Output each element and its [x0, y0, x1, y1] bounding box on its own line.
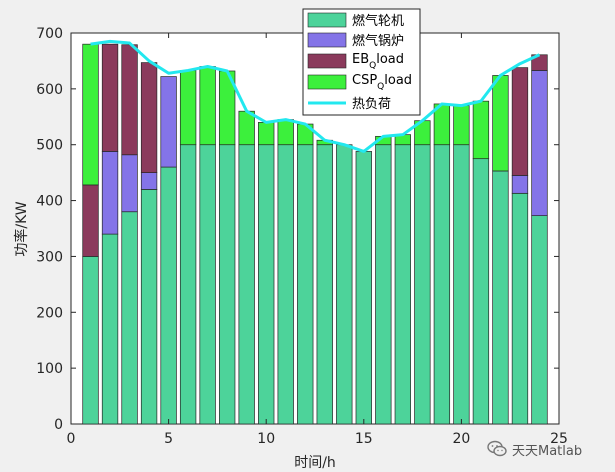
- bar-series0-hour-21: [472, 158, 490, 425]
- bar-series0-hour-10: [258, 144, 275, 425]
- bar-series2-hour-4: [140, 62, 158, 173]
- legend-swatch-eb: [307, 53, 347, 69]
- x-tick-label-10: 10: [257, 431, 275, 447]
- bar-series0-hour-18: [414, 144, 431, 425]
- bar-series0-hour-19: [433, 144, 451, 425]
- bar-series3-hour-21: [472, 100, 490, 160]
- legend-label-csp-main: CSP: [352, 73, 377, 88]
- bar-series3-hour-20: [453, 105, 470, 146]
- bar-series1-hour-2: [101, 151, 119, 235]
- bar-series1-hour-3: [121, 154, 138, 213]
- bar-series2-hour-2: [101, 43, 119, 152]
- bar-series0-hour-2: [101, 233, 119, 425]
- bar-series0-hour-16: [375, 144, 392, 425]
- bar-series0-hour-5: [160, 166, 177, 425]
- y-tick-label-300: 300: [36, 249, 63, 265]
- bar-series0-hour-15: [355, 151, 372, 425]
- legend-label-eb-sub: Q: [369, 61, 376, 71]
- legend-label-csp-sub: Q: [377, 82, 384, 92]
- y-tick-label-600: 600: [36, 82, 63, 98]
- bar-series0-hour-8: [219, 144, 236, 425]
- bar-series1-hour-24: [531, 70, 548, 217]
- bar-series1-hour-5: [160, 76, 177, 168]
- bar-series0-hour-20: [453, 144, 470, 425]
- bar-series2-hour-3: [121, 44, 138, 156]
- heat-load-line: [90, 39, 541, 153]
- bar-series3-hour-6: [179, 70, 197, 146]
- legend-label-csp: CSPQload: [352, 73, 412, 92]
- x-tick-label-25: 25: [550, 431, 568, 447]
- legend-label-eb-suffix: load: [376, 52, 404, 67]
- bar-series0-hour-12: [297, 144, 314, 425]
- bar-series3-hour-1: [82, 43, 99, 186]
- legend-label-gas-boiler: 燃气锅炉: [352, 33, 404, 49]
- bar-series3-hour-11: [277, 119, 294, 146]
- x-tick-label-0: 0: [67, 431, 76, 447]
- bar-series0-hour-13: [316, 144, 333, 425]
- x-tick-label-20: 20: [452, 431, 470, 447]
- legend-label-eb-main: EB: [352, 52, 369, 67]
- y-tick-label-100: 100: [36, 361, 63, 377]
- watermark-text: 天天Matlab: [512, 443, 583, 459]
- bar-series0-hour-7: [199, 144, 216, 425]
- bar-series0-hour-17: [394, 144, 411, 425]
- bar-series1-hour-23: [511, 175, 529, 194]
- bar-series0-hour-14: [336, 144, 353, 425]
- bar-series0-hour-24: [531, 215, 548, 425]
- legend-swatch-gas-boiler: [307, 32, 347, 48]
- bar-series0-hour-23: [511, 192, 529, 425]
- y-tick-label-200: 200: [36, 305, 63, 321]
- bar-series0-hour-1: [82, 256, 99, 425]
- bar-series3-hour-9: [238, 110, 255, 146]
- legend-label-csp-suffix: load: [384, 73, 412, 88]
- wechat-icon: [487, 440, 507, 457]
- bar-series2-hour-23: [511, 67, 529, 176]
- bar-series0-hour-22: [492, 170, 509, 425]
- legend-swatch-gas-turbine: [307, 12, 347, 28]
- y-tick-label-700: 700: [36, 26, 63, 42]
- y-tick-label-0: 0: [54, 417, 63, 433]
- axes-layer: 0 5 10 15 20 25 0 100 200 300 400 500 600 700: [36, 26, 568, 447]
- bar-series2-hour-1: [82, 184, 99, 257]
- bar-series1-hour-4: [140, 172, 158, 190]
- legend-swatch-csp: [307, 74, 347, 90]
- bar-series3-hour-10: [258, 122, 275, 146]
- y-axis-title: 功率/KW: [13, 201, 30, 256]
- bar-series0-hour-11: [277, 144, 294, 425]
- watermark: 天天Matlab: [487, 435, 615, 463]
- y-tick-label-500: 500: [36, 138, 63, 154]
- bar-series0-hour-9: [238, 144, 255, 425]
- bar-series0-hour-4: [140, 189, 158, 425]
- line-layer: [90, 39, 541, 153]
- bar-series0-hour-6: [179, 144, 197, 425]
- bar-series3-hour-7: [199, 66, 216, 146]
- x-axis-title: 时间/h: [294, 455, 336, 471]
- bar-series0-hour-3: [121, 211, 138, 425]
- y-tick-label-400: 400: [36, 194, 63, 210]
- x-tick-label-5: 5: [164, 431, 173, 447]
- legend-label-eb: EBQload: [352, 52, 404, 71]
- x-tick-label-15: 15: [355, 431, 373, 447]
- legend: 燃气轮机 燃气锅炉 EBQload CSPQload 热负荷: [302, 8, 421, 116]
- bar-series3-hour-22: [492, 75, 509, 172]
- legend-label-heat-load: 热负荷: [352, 97, 391, 112]
- legend-label-gas-turbine: 燃气轮机: [352, 13, 404, 29]
